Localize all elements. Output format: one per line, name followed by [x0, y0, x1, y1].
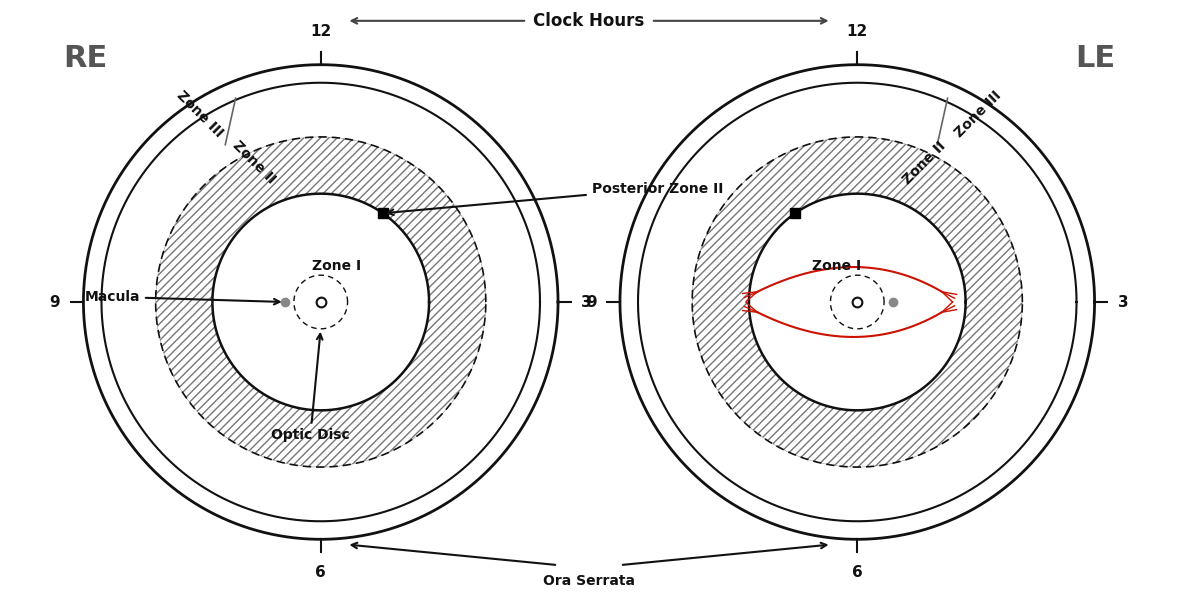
Text: Macula: Macula: [85, 290, 279, 304]
Text: 6: 6: [316, 565, 326, 580]
Text: Zone I: Zone I: [812, 259, 861, 273]
PathPatch shape: [155, 137, 485, 467]
PathPatch shape: [693, 137, 1023, 467]
Text: Optic Disc: Optic Disc: [271, 334, 350, 442]
Text: Zone II: Zone II: [230, 138, 278, 187]
Text: Zone I: Zone I: [312, 259, 360, 273]
Text: 9: 9: [49, 295, 60, 309]
Text: Zone III: Zone III: [173, 88, 225, 140]
Text: Clock Hours: Clock Hours: [534, 12, 644, 30]
Text: Ora Serrata: Ora Serrata: [543, 574, 635, 588]
Text: 12: 12: [310, 24, 331, 39]
Text: 9: 9: [587, 295, 597, 309]
Text: 6: 6: [852, 565, 862, 580]
Text: 3: 3: [581, 295, 591, 309]
Text: 12: 12: [847, 24, 868, 39]
Text: 3: 3: [1118, 295, 1129, 309]
Text: Zone III: Zone III: [953, 88, 1005, 140]
Text: RE: RE: [62, 44, 107, 73]
Text: LE: LE: [1076, 44, 1116, 73]
Text: Zone II: Zone II: [900, 138, 948, 187]
Text: Posterior Zone II: Posterior Zone II: [388, 181, 723, 215]
